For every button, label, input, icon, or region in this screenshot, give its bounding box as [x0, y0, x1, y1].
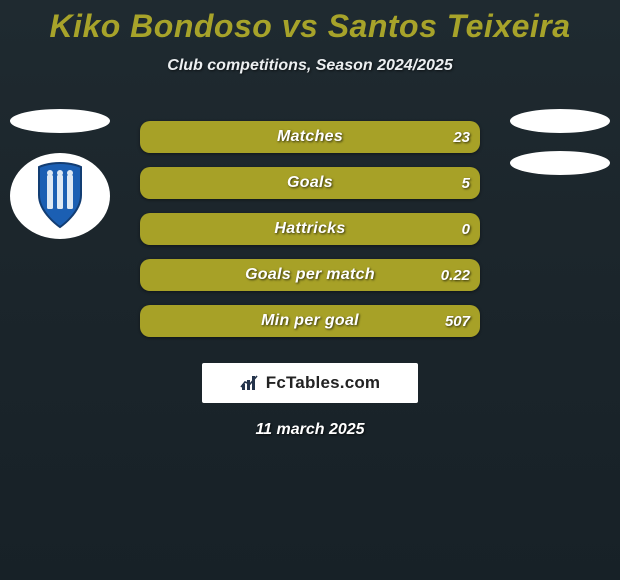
- stat-row-min-per-goal: Min per goal 507: [140, 305, 480, 337]
- player1-column: [10, 109, 110, 239]
- stat-row-goals-per-match: Goals per match 0.22: [140, 259, 480, 291]
- player2-club-placeholder: [510, 151, 610, 175]
- stat-value: 5: [462, 175, 470, 192]
- player1-name: Kiko Bondoso: [49, 8, 272, 44]
- player1-club-badge: [10, 153, 110, 239]
- subtitle: Club competitions, Season 2024/2025: [0, 57, 620, 75]
- date-line: 11 march 2025: [0, 421, 620, 439]
- brand-box[interactable]: FcTables.com: [202, 363, 418, 403]
- stat-value: 507: [445, 313, 470, 330]
- stat-label: Matches: [140, 128, 480, 146]
- stat-row-hattricks: Hattricks 0: [140, 213, 480, 245]
- stat-value: 0.22: [441, 267, 470, 284]
- brand-name: FcTables.com: [266, 373, 381, 393]
- chart-icon: [240, 374, 260, 392]
- player2-name: Santos Teixeira: [328, 8, 571, 44]
- stat-row-matches: Matches 23: [140, 121, 480, 153]
- stat-label: Hattricks: [140, 220, 480, 238]
- stat-label: Goals per match: [140, 266, 480, 284]
- stat-rows: Matches 23 Goals 5 Hattricks 0 Goals per…: [140, 121, 480, 337]
- player2-photo-placeholder: [510, 109, 610, 133]
- stat-row-goals: Goals 5: [140, 167, 480, 199]
- player2-column: [510, 109, 610, 175]
- title-vs: vs: [282, 8, 319, 44]
- stat-value: 23: [453, 129, 470, 146]
- player1-photo-placeholder: [10, 109, 110, 133]
- stat-value: 0: [462, 221, 470, 238]
- stat-label: Goals: [140, 174, 480, 192]
- comparison-title: Kiko Bondoso vs Santos Teixeira: [0, 0, 620, 45]
- stat-label: Min per goal: [140, 312, 480, 330]
- shield-icon: [33, 161, 87, 231]
- content-area: Matches 23 Goals 5 Hattricks 0 Goals per…: [0, 121, 620, 439]
